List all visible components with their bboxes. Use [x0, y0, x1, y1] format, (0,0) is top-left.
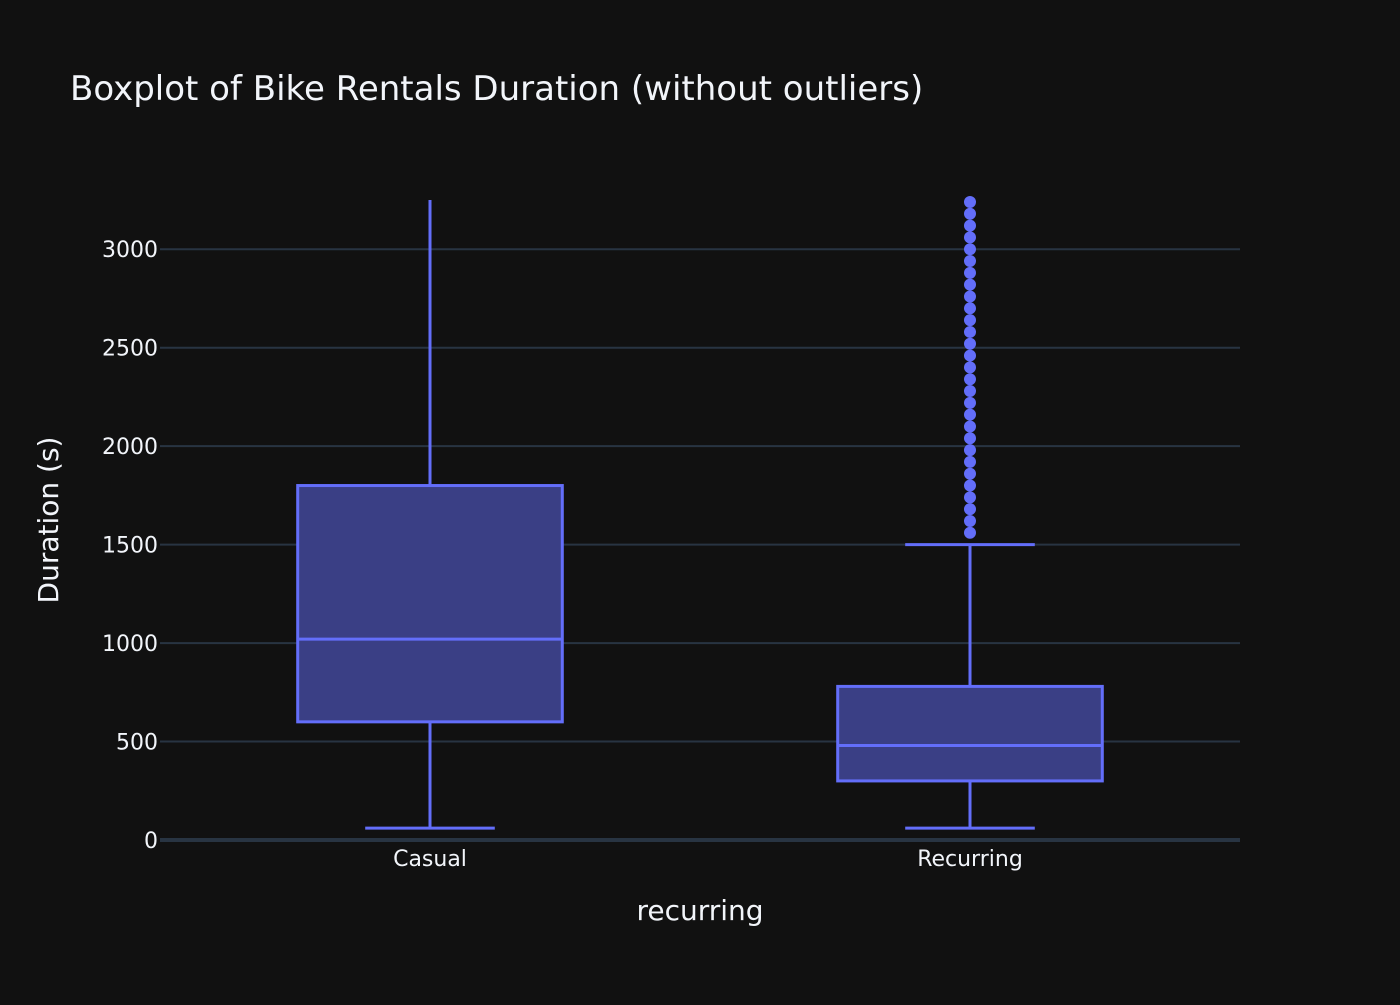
box-iqr: [836, 684, 1104, 783]
outlier-point: [964, 243, 976, 256]
outlier-point: [964, 290, 976, 303]
y-tick-label: 1500: [102, 534, 158, 559]
outlier-point: [964, 361, 976, 374]
y-tick-label: 2000: [102, 435, 158, 460]
outlier-point: [964, 491, 976, 504]
outlier-point: [964, 278, 976, 291]
outlier-point: [964, 195, 976, 208]
y-tick-label: 2500: [102, 337, 158, 362]
outlier-point: [964, 396, 976, 409]
outlier-point: [964, 479, 976, 492]
outlier-point: [964, 314, 976, 327]
x-axis-title: recurring: [636, 894, 763, 927]
tick-labels: 0 500 1000 1500 2000 2500 3000 Casual Recurring: [102, 238, 1023, 872]
chart-title: Boxplot of Bike Rentals Duration (withou…: [70, 69, 923, 109]
y-tick-label: 0: [144, 829, 158, 854]
outlier-point: [964, 526, 976, 539]
outlier-point: [964, 231, 976, 244]
x-tick-label: Casual: [393, 847, 467, 872]
x-tick-label: Recurring: [917, 847, 1023, 872]
outlier-point: [964, 349, 976, 362]
outlier-point: [964, 432, 976, 445]
outlier-point: [964, 503, 976, 516]
outlier-point: [964, 266, 976, 279]
outlier-point: [964, 385, 976, 398]
outlier-point: [964, 219, 976, 232]
outlier-point: [964, 373, 976, 386]
outlier-point: [964, 455, 976, 468]
y-tick-label: 1000: [102, 632, 158, 657]
y-tick-label: 500: [116, 731, 158, 756]
outlier-point: [964, 337, 976, 350]
y-axis-title: Duration (s): [32, 437, 65, 604]
box-group: [296, 200, 564, 830]
outlier-point: [964, 420, 976, 433]
box-iqr: [296, 484, 564, 724]
outlier-point: [964, 302, 976, 315]
outlier-point: [964, 408, 976, 421]
outlier-point: [964, 444, 976, 457]
outlier-point: [964, 514, 976, 527]
y-tick-label: 3000: [102, 238, 158, 263]
outlier-point: [964, 207, 976, 220]
outlier-point: [964, 467, 976, 480]
box-group: [836, 195, 1104, 830]
outlier-point: [964, 325, 976, 338]
boxes: [296, 195, 1104, 830]
outlier-point: [964, 255, 976, 268]
